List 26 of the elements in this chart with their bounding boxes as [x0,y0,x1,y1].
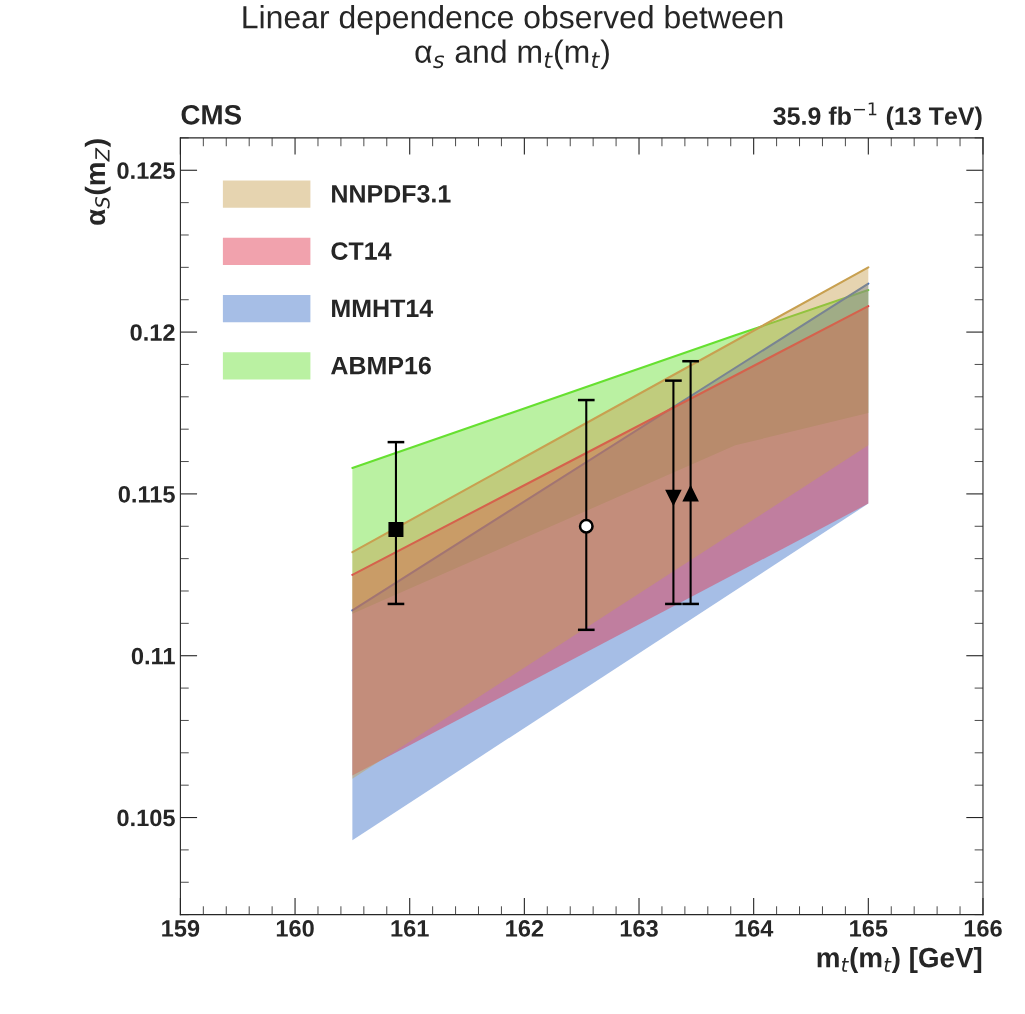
y-axis-title: α$_{S}$(m$_{Z}$) [84,139,111,225]
x-tick-label: 162 [506,920,544,937]
y-tick-label: 0.11 [131,647,175,665]
text: CMS [181,104,242,125]
x-tick-label: 160 [276,920,314,937]
point [578,518,594,534]
y-tick-label: 0.125 [117,162,175,180]
text: 35.9 fb$^{−1}$ (13 TeV) [773,102,982,130]
x-tick-label: 159 [162,920,200,937]
x-tick-label: 165 [850,920,888,937]
point [388,522,404,537]
x-tick-label: 161 [391,920,429,937]
legend-label: MMHT14 [332,299,434,317]
legend-label: ABMP16 [331,356,431,375]
y-tick-label: 0.115 [118,485,175,503]
y-tick-label: 0.12 [130,324,175,341]
legend-label: NNPDF3.1 [332,184,451,203]
x-tick-label: 166 [964,920,1002,937]
x-tick-label: 164 [735,920,774,937]
x-axis-title: m$_{t}$(m$_{t}$) [GeV] [817,947,982,973]
chart-title: Linear dependence observed between α$_{s}$ and m$_{t}$(m$_{t}$) [243,5,783,70]
y-tick-label: 0.105 [117,809,175,827]
legend-label: CT14 [331,242,392,260]
point [665,489,681,505]
point [683,486,699,502]
x-tick-label: 163 [620,920,658,937]
